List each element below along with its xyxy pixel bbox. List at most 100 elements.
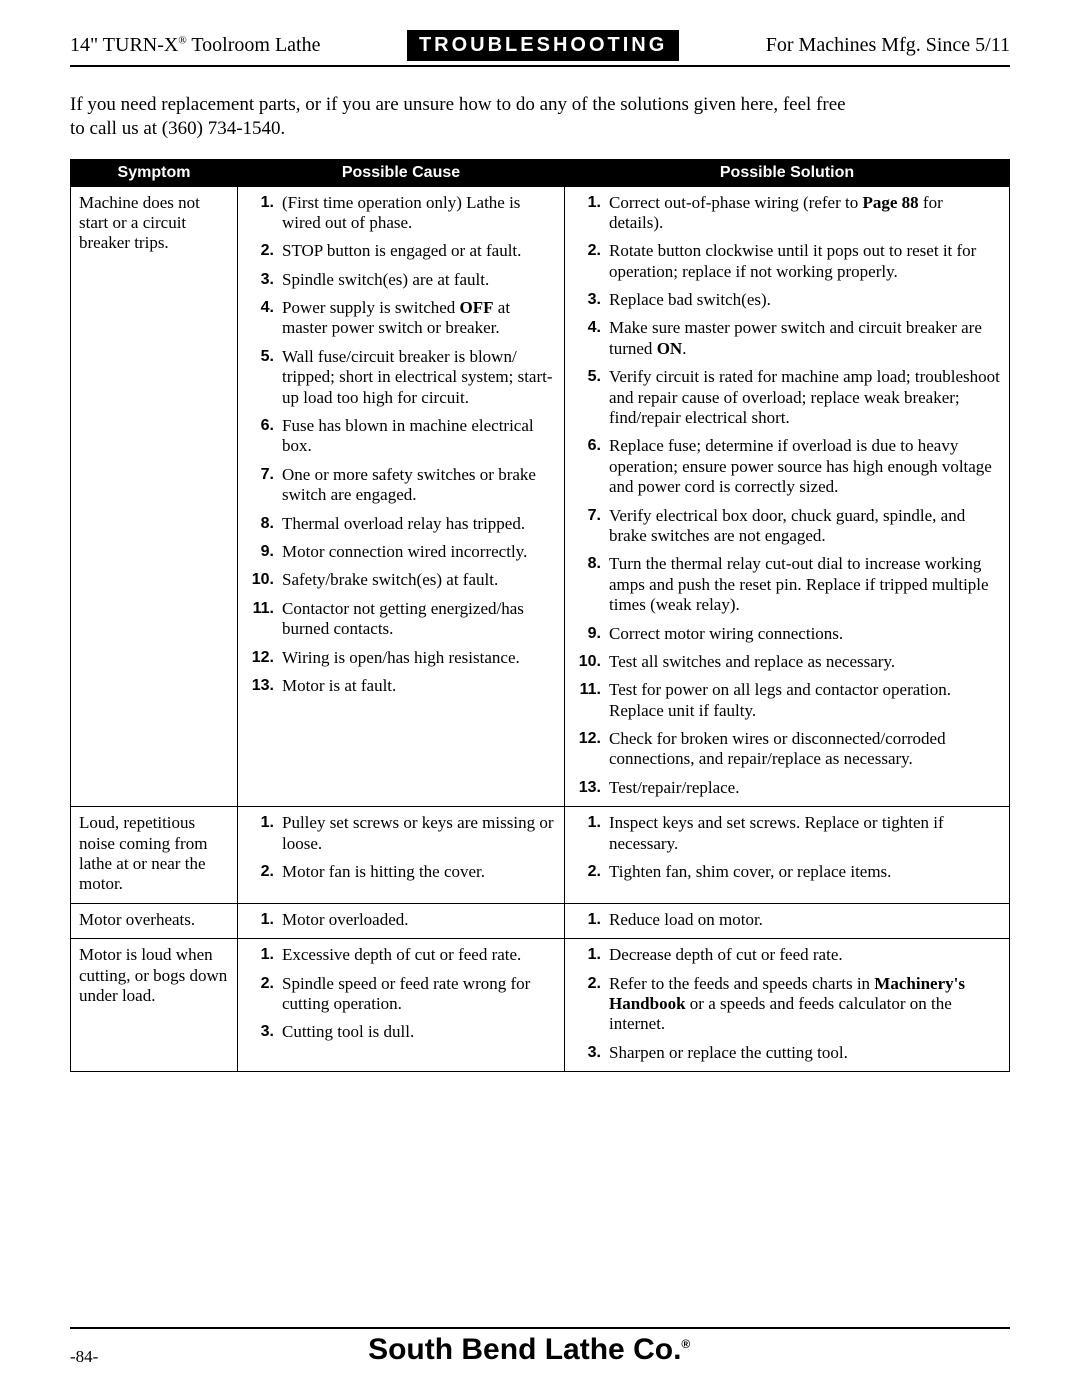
troubleshooting-table: Symptom Possible Cause Possible Solution… [70, 159, 1010, 1073]
list-number: 5. [246, 347, 274, 366]
list-item: 6.Fuse has blown in machine electrical b… [246, 416, 556, 457]
list-number: 3. [246, 270, 274, 289]
cause-list: 1.Pulley set screws or keys are missing … [246, 813, 556, 882]
list-item: 13.Test/repair/replace. [573, 778, 1001, 798]
page: 14" TURN-X® Toolroom Lathe TROUBLESHOOTI… [0, 0, 1080, 1397]
list-text: Tighten fan, shim cover, or replace item… [609, 862, 1001, 882]
list-text: Replace fuse; determine if overload is d… [609, 436, 1001, 497]
list-text: Refer to the feeds and speeds charts in … [609, 974, 1001, 1035]
list-item: 8. Turn the thermal relay cut-out dial to… [573, 554, 1001, 615]
list-number: 3. [573, 290, 601, 309]
col-cause: Possible Cause [238, 159, 565, 186]
solution-cell: 1.Decrease depth of cut or feed rate. 2. R… [565, 939, 1010, 1072]
intro-paragraph: If you need replacement parts, or if you… [70, 93, 1010, 141]
list-item: 3.Sharpen or replace the cutting tool. [573, 1043, 1001, 1063]
solution-list: 1.Decrease depth of cut or feed rate. 2. R… [573, 945, 1001, 1063]
intro-line1: If you need replacement parts, or if you… [70, 94, 846, 115]
solution-cell: 1.Reduce load on motor. [565, 903, 1010, 938]
list-text: Motor is at fault. [282, 676, 556, 696]
list-text: Wiring is open/has high resistance. [282, 648, 556, 668]
list-text: Fuse has blown in machine electrical box… [282, 416, 556, 457]
list-item: 3.Cutting tool is dull. [246, 1022, 556, 1042]
cause-list: 1.Motor overloaded. [246, 910, 556, 930]
list-text: Replace bad switch(es). [609, 290, 1001, 310]
header-left: 14" TURN-X® Toolroom Lathe [70, 34, 320, 57]
table-row: Loud, repetitious noise coming from lath… [71, 807, 1010, 904]
symptom-cell: Loud, repetitious noise coming from lath… [71, 807, 238, 904]
list-text: Inspect keys and set screws. Replace or … [609, 813, 1001, 854]
list-text: STOP button is engaged or at fault. [282, 241, 556, 261]
list-number: 1. [573, 813, 601, 832]
list-item: 9.Correct motor wiring connections. [573, 624, 1001, 644]
cause-cell: 1.Pulley set screws or keys are missing … [238, 807, 565, 904]
page-number: -84- [70, 1347, 98, 1367]
list-item: 1.(First time operation only) Lathe is w… [246, 193, 556, 234]
list-text: Correct out-of-phase wiring (refer to Pa… [609, 193, 1001, 234]
list-item: 12. Wiring is open/has high resistance. [246, 648, 556, 668]
header-right: For Machines Mfg. Since 5/11 [766, 34, 1010, 57]
list-text: Thermal overload relay has tripped. [282, 514, 556, 534]
intro-line2: to call us at (360) 734-1540. [70, 118, 285, 139]
list-number: 9. [246, 542, 274, 561]
list-number: 4. [573, 318, 601, 337]
list-number: 12. [246, 648, 274, 667]
list-text: Test for power on all legs and contactor… [609, 680, 1001, 721]
list-text: Make sure master power switch and circui… [609, 318, 1001, 359]
list-item: 1.Motor overloaded. [246, 910, 556, 930]
symptom-cell: Machine does not start or a circuit brea… [71, 186, 238, 807]
header-product-text: 14" TURN-X [70, 34, 178, 56]
list-number: 2. [573, 974, 601, 993]
list-text: Spindle switch(es) are at fault. [282, 270, 556, 290]
list-number: 8. [573, 554, 601, 573]
list-text: Motor connection wired incorrectly. [282, 542, 556, 562]
company-name: South Bend Lathe Co.® [98, 1333, 960, 1367]
list-number: 1. [246, 910, 274, 929]
list-item: 13. Motor is at fault. [246, 676, 556, 696]
list-item: 7.One or more safety switches or brake s… [246, 465, 556, 506]
list-number: 13. [573, 778, 601, 797]
solution-list: 1. Inspect keys and set screws. Replace o… [573, 813, 1001, 882]
list-number: 3. [573, 1043, 601, 1062]
list-item: 7.Verify electrical box door, chuck guar… [573, 506, 1001, 547]
list-item: 5.Verify circuit is rated for machine am… [573, 367, 1001, 428]
list-item: 12.Check for broken wires or disconnecte… [573, 729, 1001, 770]
symptom-cell: Motor is loud when cutting, or bogs down… [71, 939, 238, 1072]
header-badge: TROUBLESHOOTING [407, 30, 679, 61]
list-number: 2. [246, 862, 274, 881]
solution-cell: 1. Correct out-of-phase wiring (refer to … [565, 186, 1010, 807]
list-text: Pulley set screws or keys are missing or… [282, 813, 556, 854]
list-item: 1.Excessive depth of cut or feed rate. [246, 945, 556, 965]
list-item: 10. Test all switches and replace as nece… [573, 652, 1001, 672]
list-number: 12. [573, 729, 601, 748]
list-number: 13. [246, 676, 274, 695]
list-number: 1. [573, 910, 601, 929]
list-item: 2.Spindle speed or feed rate wrong for c… [246, 974, 556, 1015]
col-symptom: Symptom [71, 159, 238, 186]
list-number: 10. [573, 652, 601, 671]
list-item: 1.Decrease depth of cut or feed rate. [573, 945, 1001, 965]
cause-cell: 1.Excessive depth of cut or feed rate. 2.… [238, 939, 565, 1072]
list-text: Test all switches and replace as necessa… [609, 652, 1001, 672]
table-row: Machine does not start or a circuit brea… [71, 186, 1010, 807]
list-number: 1. [573, 193, 601, 212]
list-number: 8. [246, 514, 274, 533]
cause-list: 1.(First time operation only) Lathe is w… [246, 193, 556, 697]
list-number: 6. [573, 436, 601, 455]
list-text: Motor fan is hitting the cover. [282, 862, 556, 882]
list-text: Rotate button clockwise until it pops ou… [609, 241, 1001, 282]
list-text: Wall fuse/circuit breaker is blown/ trip… [282, 347, 556, 408]
list-number: 1. [246, 193, 274, 212]
list-item: 8. Thermal overload relay has tripped. [246, 514, 556, 534]
list-item: 1.Reduce load on motor. [573, 910, 1001, 930]
list-item: 4. Make sure master power switch and circ… [573, 318, 1001, 359]
list-number: 2. [246, 241, 274, 260]
list-number: 1. [246, 945, 274, 964]
header-product-suffix: Toolroom Lathe [187, 34, 321, 56]
list-number: 11. [573, 680, 601, 699]
list-text: Turn the thermal relay cut-out dial to i… [609, 554, 1001, 615]
list-text: Verify electrical box door, chuck guard,… [609, 506, 1001, 547]
table-header-row: Symptom Possible Cause Possible Solution [71, 159, 1010, 186]
list-text: Spindle speed or feed rate wrong for cut… [282, 974, 556, 1015]
table-row: Motor overheats.1.Motor overloaded.1.Red… [71, 903, 1010, 938]
list-text: Correct motor wiring connections. [609, 624, 1001, 644]
